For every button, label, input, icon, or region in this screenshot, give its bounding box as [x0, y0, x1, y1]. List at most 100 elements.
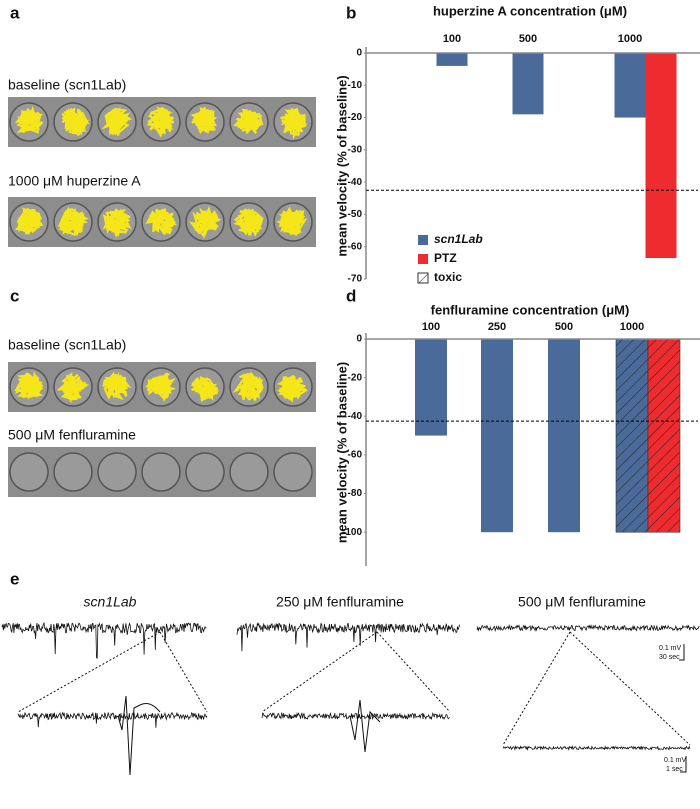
bar: [548, 339, 580, 533]
category-label: 500: [555, 321, 573, 333]
y-tick-label: -100: [342, 527, 362, 538]
scale-label: 0.1 mV: [664, 757, 687, 764]
y-tick-label: 0: [356, 48, 362, 59]
caption: 500 μM fenfluramine: [8, 427, 136, 443]
track: [56, 372, 90, 404]
zoom-line: [159, 631, 208, 713]
y-tick-label: -20: [348, 112, 363, 123]
zoom-line: [261, 631, 378, 713]
track: [144, 372, 177, 403]
category-label: 500: [519, 33, 537, 45]
chart-title: huperzine A concentration (μM): [433, 3, 627, 18]
track: [188, 205, 222, 239]
track: [145, 208, 178, 235]
zoom-line: [569, 631, 691, 746]
well: [273, 452, 313, 492]
caption: 1000 μM huperzine A: [8, 173, 141, 189]
bar: [415, 339, 447, 436]
zoom-line: [502, 631, 571, 746]
track: [102, 371, 132, 401]
well: [141, 452, 181, 492]
legend-label: scn1Lab: [434, 232, 483, 246]
track: [14, 207, 44, 236]
y-tick-label: -20: [348, 372, 363, 383]
legend-swatch: [417, 272, 429, 284]
bar: [436, 53, 468, 66]
track: [61, 107, 90, 137]
track: [232, 372, 264, 402]
panel-label: d: [346, 286, 356, 305]
track: [146, 106, 175, 138]
trace: [17, 711, 208, 728]
bar: [645, 53, 677, 259]
scale-label: 1 sec: [666, 766, 683, 773]
category-label: 100: [422, 321, 440, 333]
panel-label: c: [10, 286, 19, 305]
caption: baseline (scn1Lab): [8, 77, 126, 93]
trace: [236, 622, 460, 652]
legend-label: PTZ: [434, 251, 457, 265]
y-tick-label: 0: [356, 334, 362, 345]
track: [276, 374, 308, 403]
zoom-line: [376, 631, 451, 713]
toxic-hatch: [615, 338, 649, 533]
zoom-line: [17, 631, 161, 713]
track: [101, 106, 133, 136]
bar: [614, 53, 646, 118]
bar: [512, 53, 544, 115]
track: [102, 208, 132, 238]
category-label: 100: [443, 33, 461, 45]
well: [229, 452, 269, 492]
panel-label: b: [346, 3, 356, 22]
well: [9, 452, 49, 492]
y-axis-label: mean velocity (% of baseline): [334, 75, 349, 256]
trace-title: 250 μM fenfluramine: [276, 594, 404, 610]
y-tick-label: -40: [348, 411, 363, 422]
scale-bar: [679, 644, 685, 661]
category-label: 1000: [620, 321, 644, 333]
caption: baseline (scn1Lab): [8, 337, 126, 353]
y-axis-label: mean velocity (% of baseline): [334, 362, 349, 543]
bar: [481, 339, 513, 533]
y-tick-label: -80: [348, 488, 363, 499]
spike: [349, 699, 381, 753]
scale-label: 30 sec: [659, 654, 680, 661]
category-label: 1000: [618, 33, 642, 45]
toxic-hatch: [647, 338, 681, 533]
track: [276, 206, 308, 237]
track: [190, 106, 218, 134]
track: [14, 370, 44, 400]
scale-label: 0.1 mV: [659, 645, 682, 652]
panel-label: a: [10, 3, 20, 22]
track: [190, 375, 220, 402]
y-tick-label: -40: [348, 177, 363, 188]
legend-swatch: [418, 235, 428, 245]
well: [53, 452, 93, 492]
y-tick-label: -30: [348, 144, 363, 155]
y-tick-label: -60: [348, 450, 363, 461]
legend-swatch: [418, 254, 428, 264]
spike: [117, 695, 161, 776]
scale-bar: [680, 756, 687, 773]
panel-label: e: [10, 569, 19, 588]
trace: [261, 711, 450, 721]
legend-label: toxic: [434, 270, 462, 284]
trace-title: 500 μM fenfluramine: [518, 594, 646, 610]
track: [57, 206, 89, 237]
y-tick-label: -10: [348, 80, 363, 91]
trace: [502, 745, 691, 751]
well: [97, 452, 137, 492]
track: [280, 107, 307, 140]
chart-title: fenfluramine concentration (μM): [431, 302, 630, 317]
well: [185, 452, 225, 492]
y-tick-label: -50: [348, 209, 363, 220]
track: [15, 105, 44, 134]
y-tick-label: -70: [348, 274, 363, 285]
trace: [476, 624, 700, 632]
track: [233, 208, 264, 237]
trace-title: scn1Lab: [84, 594, 137, 610]
category-label: 250: [488, 321, 506, 333]
trace: [1, 621, 207, 659]
y-tick-label: -60: [348, 241, 363, 252]
